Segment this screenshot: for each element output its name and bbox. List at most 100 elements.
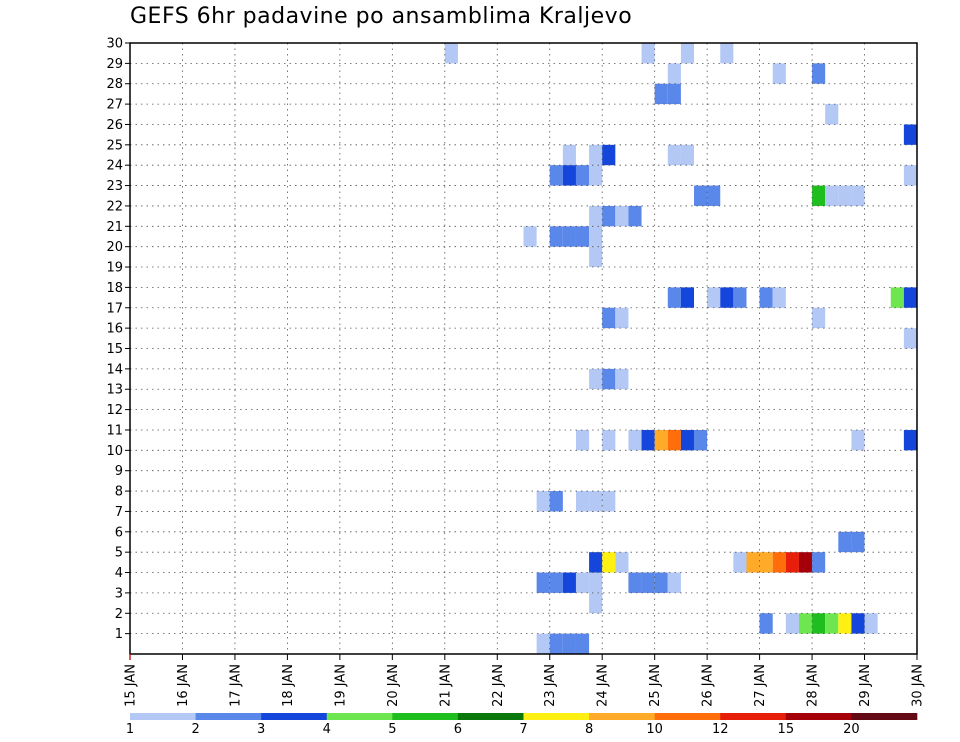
x-tick-label: 27 JAN — [753, 664, 768, 707]
precip-cell — [680, 43, 695, 64]
y-tick-label: 22 — [106, 199, 123, 214]
precip-cell — [812, 307, 826, 329]
x-tick-label: 20 JAN — [386, 664, 401, 707]
x-tick-label: 28 JAN — [806, 664, 821, 707]
y-tick-label: 27 — [106, 98, 123, 113]
precip-cell — [759, 613, 773, 634]
precip-cell — [707, 287, 721, 308]
precip-cell — [589, 592, 603, 614]
precip-cell — [903, 287, 917, 308]
precip-cell — [589, 205, 603, 227]
x-axis: 15 JAN 16 JAN 17 JAN 18 JAN 19 JAN 20 JAN 21 J… — [124, 654, 926, 707]
precip-cell — [575, 491, 590, 512]
y-tick-label: 9 — [115, 464, 123, 479]
precip-cell — [694, 429, 708, 451]
colorbar-segment — [130, 713, 196, 720]
x-tick-label: 30 JAN — [911, 664, 926, 707]
precip-cell — [851, 185, 865, 206]
precip-cell — [680, 144, 695, 166]
precip-cell — [667, 287, 681, 308]
precip-cell — [667, 429, 681, 451]
y-tick-label: 28 — [106, 77, 123, 92]
colorbar-label: 2 — [191, 722, 199, 737]
colorbar-segment — [654, 713, 721, 720]
precip-cell — [602, 205, 616, 227]
precip-cell — [825, 104, 839, 125]
colorbar-label: 6 — [454, 722, 462, 737]
y-tick-label: 7 — [115, 505, 123, 520]
y-tick-label: 23 — [106, 179, 123, 194]
precip-cell — [654, 83, 668, 105]
y-tick-label: 12 — [106, 403, 123, 418]
precip-cell — [628, 205, 642, 227]
x-tick-label: 26 JAN — [701, 664, 716, 707]
y-tick-label: 14 — [106, 362, 123, 377]
precip-cell — [602, 491, 616, 512]
precip-cell — [654, 572, 668, 593]
precip-cell — [523, 226, 537, 247]
y-tick-label: 30 — [106, 37, 123, 52]
precip-cell — [798, 552, 813, 573]
y-tick-label: 26 — [106, 118, 123, 133]
precip-cell — [641, 429, 655, 451]
y-tick-label: 19 — [106, 261, 123, 276]
precip-cell — [602, 307, 616, 329]
precip-cell — [851, 613, 865, 634]
precip-cell — [825, 185, 839, 206]
colorbar-segment — [720, 713, 787, 720]
precip-cell — [575, 572, 590, 593]
precip-cell — [615, 552, 629, 573]
colorbar-label: 15 — [778, 722, 795, 737]
chart-title: GEFS 6hr padavine po ansamblima Kraljevo — [130, 4, 633, 29]
x-tick-label: 16 JAN — [176, 664, 191, 707]
precip-cell — [903, 328, 917, 349]
precip-cell — [667, 572, 681, 593]
colorbar-segment — [785, 713, 852, 720]
precip-cell — [746, 552, 760, 573]
precip-cell — [536, 633, 550, 654]
precip-cell — [615, 205, 629, 227]
precip-cell — [772, 552, 786, 573]
colorbar-label: 10 — [646, 722, 663, 737]
colorbar-segment — [523, 713, 590, 720]
y-tick-label: 13 — [106, 383, 123, 398]
precip-cell — [667, 83, 681, 105]
precip-cell — [720, 43, 734, 64]
x-tick-label: 18 JAN — [281, 664, 296, 707]
y-tick-label: 6 — [115, 525, 123, 540]
x-tick-label: 25 JAN — [648, 664, 663, 707]
colorbar-label: 12 — [712, 722, 729, 737]
precip-cell — [838, 185, 852, 206]
precip-cell — [615, 368, 629, 390]
precip-cell — [641, 43, 655, 64]
precip-cell — [680, 287, 695, 308]
precip-cell — [549, 633, 563, 654]
colorbar-segment — [326, 713, 393, 720]
y-tick-label: 1 — [115, 627, 123, 642]
precip-cell — [549, 226, 563, 247]
precip-cell — [785, 552, 799, 573]
colorbar-label: 7 — [519, 722, 527, 737]
precip-cell — [628, 429, 642, 451]
precip-cell — [680, 429, 695, 451]
y-tick-label: 3 — [115, 586, 123, 601]
precip-cell — [628, 572, 642, 593]
precip-cell — [864, 613, 878, 634]
precip-cell — [575, 429, 590, 451]
x-tick-label: 15 JAN — [124, 664, 139, 707]
precip-cell — [798, 613, 813, 634]
precip-cell — [602, 144, 616, 166]
precip-cell — [733, 287, 747, 308]
y-tick-label: 2 — [115, 607, 123, 622]
precip-cell — [562, 144, 576, 166]
colorbar-label: 1 — [126, 722, 134, 737]
precip-cell — [536, 572, 550, 593]
precip-cell — [903, 429, 917, 451]
y-tick-label: 18 — [106, 281, 123, 296]
colorbar-label: 5 — [388, 722, 396, 737]
colorbar-segment — [589, 713, 655, 720]
precip-cell — [720, 287, 734, 308]
precip-cell — [589, 165, 603, 186]
y-tick-label: 5 — [115, 546, 123, 561]
precip-cell — [838, 531, 852, 553]
